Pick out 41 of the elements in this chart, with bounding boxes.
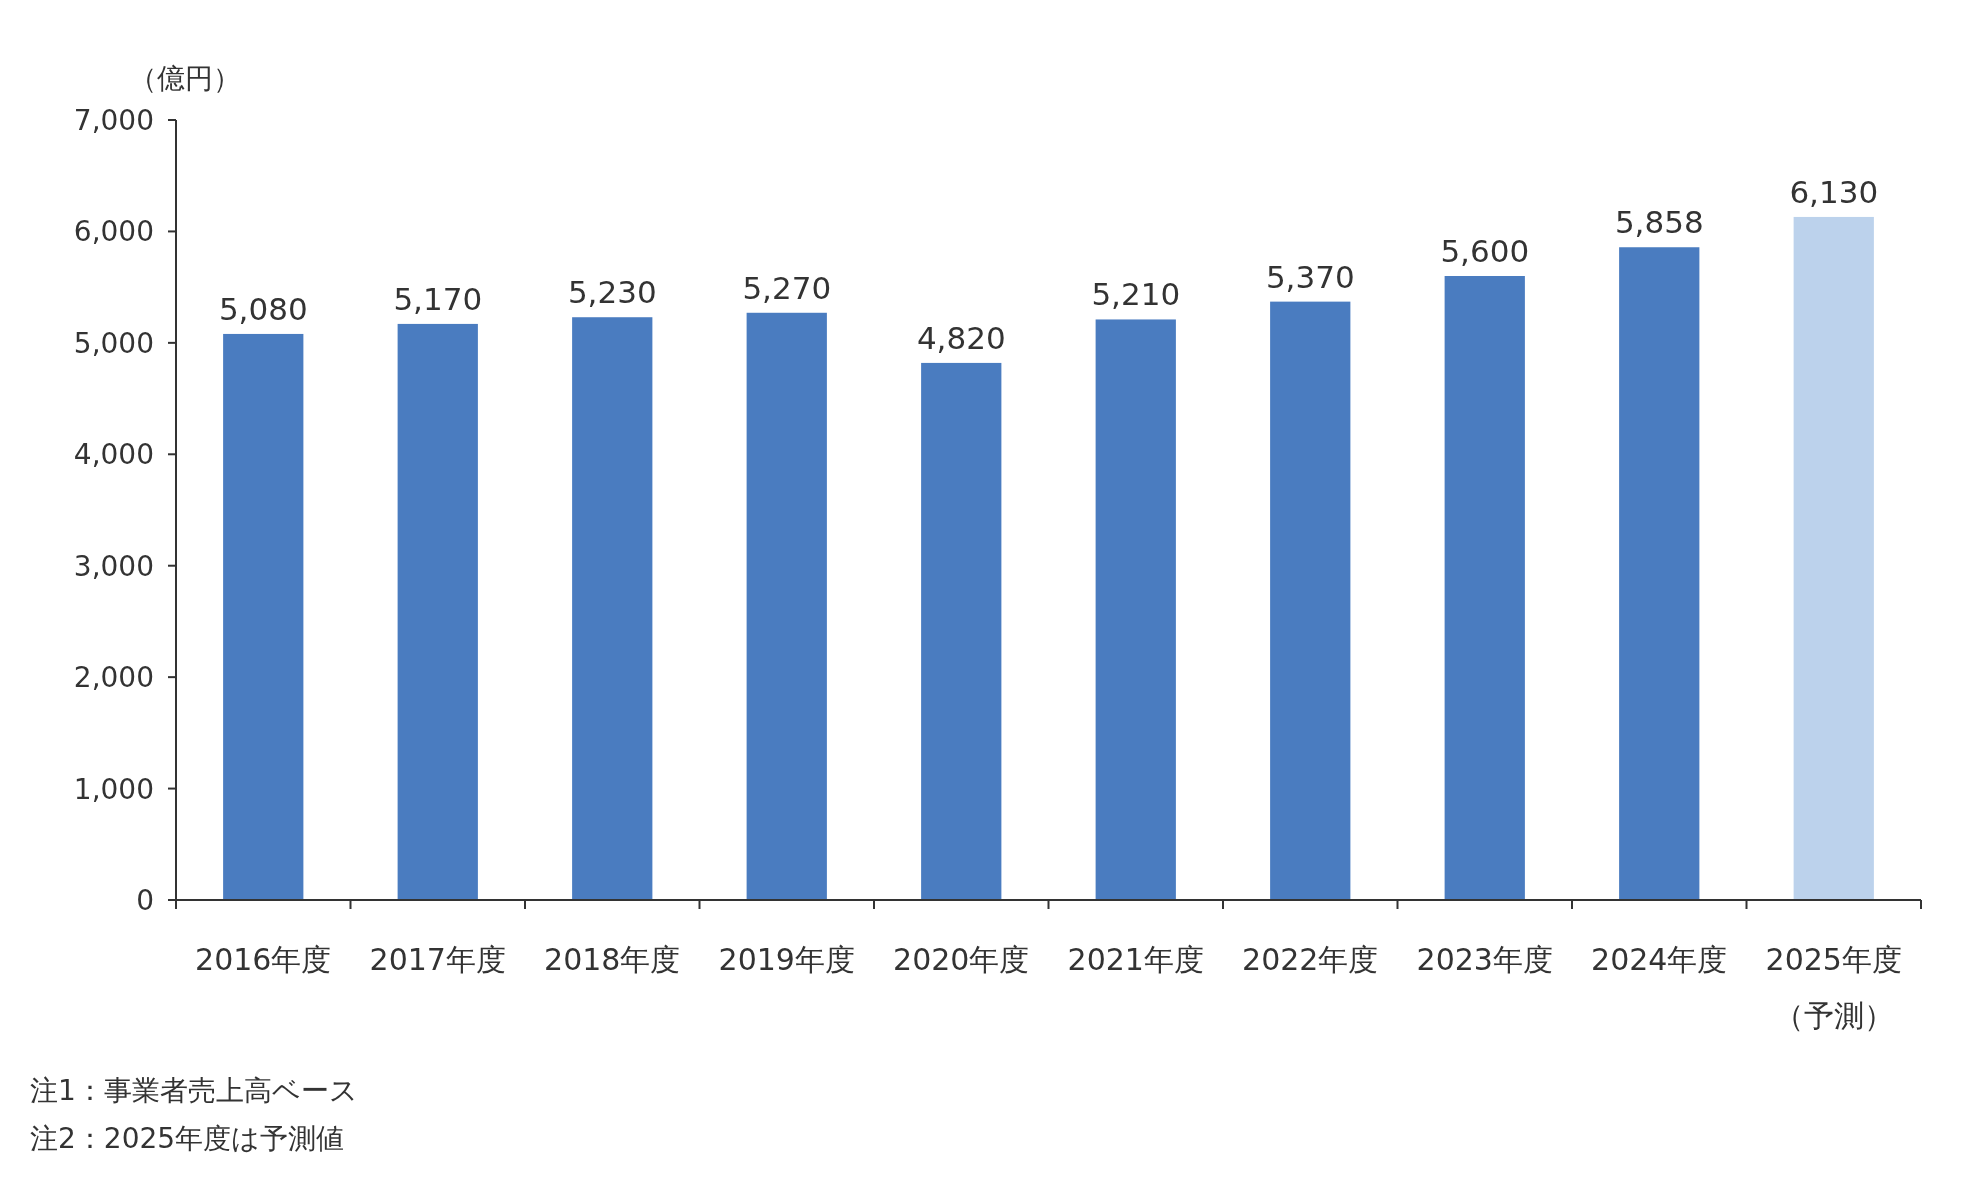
x-tick-label: 2023年度 [1416, 942, 1553, 977]
x-tick-label: 2024年度 [1591, 942, 1728, 977]
bar [223, 333, 304, 900]
data-label: 5,230 [567, 274, 657, 311]
bar [397, 323, 478, 900]
y-tick-label: 6,000 [73, 215, 154, 249]
text: 注1：事業者売上高ベース [30, 1074, 358, 1107]
y-tick-label: 5,000 [73, 326, 154, 360]
data-label: 6,130 [1789, 173, 1879, 210]
data-label: 5,370 [1265, 258, 1355, 295]
bar [572, 317, 653, 900]
y-tick-label: 7,000 [73, 104, 154, 137]
x-tick-label: 2016年度 [195, 942, 332, 977]
data-label: 5,600 [1440, 233, 1530, 269]
y-tick-label: 2,000 [73, 661, 154, 695]
y-tick-label: 3,000 [73, 549, 154, 583]
x-tick-label: 2020年度 [893, 942, 1030, 977]
data-label: 4,820 [916, 319, 1006, 356]
data-label: 5,170 [393, 280, 483, 317]
bar [921, 362, 1002, 900]
bar [1095, 319, 1176, 900]
data-label: 5,080 [218, 290, 308, 327]
data-label: 5,858 [1614, 204, 1704, 241]
bar [1444, 276, 1525, 900]
x-tick-label: 2017年度 [369, 942, 506, 977]
y-axis-title: （億円） [129, 62, 241, 95]
y-tick-label: 4,000 [73, 438, 154, 472]
x-tick-label: 2019年度 [718, 942, 855, 977]
text: 注2：2025年度は予測値 [30, 1122, 345, 1155]
y-tick-label: 0 [136, 884, 154, 917]
x-tick-label: 2022年度 [1242, 942, 1379, 977]
bar [1619, 247, 1700, 900]
bar [1270, 301, 1351, 900]
y-tick-label: 1,000 [73, 772, 154, 806]
x-tick-label: 2021年度 [1067, 942, 1204, 977]
x-tick-label: 2025年度（予測） [1765, 942, 1902, 1033]
bar [1793, 216, 1874, 900]
bar [746, 312, 827, 900]
x-tick-label: 2018年度 [544, 942, 681, 977]
data-label: 5,270 [742, 269, 832, 306]
data-label: 5,210 [1091, 276, 1181, 313]
